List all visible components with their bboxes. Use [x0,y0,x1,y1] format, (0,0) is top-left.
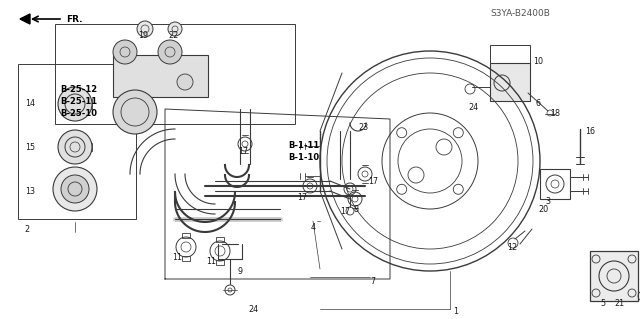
Circle shape [168,22,182,36]
Text: 11: 11 [206,256,216,265]
Text: B-1-10: B-1-10 [288,152,319,161]
Text: 19: 19 [138,32,148,41]
Polygon shape [20,14,30,24]
Text: 2: 2 [24,225,29,234]
Bar [182,233,190,238]
Bar [216,237,224,242]
Bar [113,55,208,97]
Text: S3YA-B2400B: S3YA-B2400B [490,10,550,19]
Bar [55,24,295,124]
Bar [18,64,136,219]
Text: 7: 7 [370,277,375,286]
Text: 14: 14 [25,100,35,108]
Text: FR.: FR. [66,14,83,24]
Text: 21: 21 [614,299,624,308]
Circle shape [58,130,92,164]
Text: 6: 6 [535,100,540,108]
Text: B-1-11: B-1-11 [288,140,319,150]
Text: 4: 4 [311,222,316,232]
Circle shape [53,167,97,211]
Text: 9: 9 [238,266,243,276]
Bar [490,45,530,63]
Bar [216,260,224,265]
Text: 11: 11 [172,253,182,262]
Circle shape [113,90,157,134]
Text: 22: 22 [168,32,179,41]
Text: 8: 8 [353,204,358,213]
Bar [58,143,92,151]
Text: 23: 23 [358,122,368,131]
Circle shape [113,40,137,64]
Text: 12: 12 [507,242,517,251]
Circle shape [177,74,193,90]
Text: 5: 5 [600,300,605,308]
Text: B-25-12: B-25-12 [60,85,97,94]
Bar [590,251,638,301]
Text: 20: 20 [538,204,548,213]
Text: B-25-10: B-25-10 [60,109,97,118]
Bar [182,256,190,261]
Circle shape [61,175,89,203]
Text: 16: 16 [585,127,595,136]
Circle shape [137,21,153,37]
Text: 18: 18 [550,109,560,118]
Text: 17: 17 [238,146,248,155]
Circle shape [58,87,92,121]
Text: B-25-11: B-25-11 [60,98,97,107]
Bar [490,63,530,101]
Text: 17: 17 [368,176,378,186]
Text: 24: 24 [468,102,478,112]
Bar [540,169,570,199]
Text: 3: 3 [545,197,550,205]
Text: 17: 17 [340,206,350,216]
Text: 1: 1 [453,307,458,315]
Text: 17: 17 [297,192,307,202]
Circle shape [158,40,182,64]
Bar [58,99,92,109]
Text: 10: 10 [533,56,543,65]
Text: 13: 13 [25,187,35,196]
Text: 24: 24 [248,305,258,314]
Text: 15: 15 [25,143,35,152]
